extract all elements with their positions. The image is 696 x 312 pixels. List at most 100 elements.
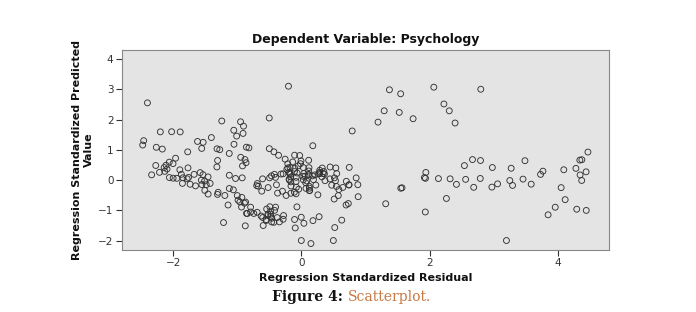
Point bbox=[199, 178, 210, 183]
Point bbox=[253, 184, 264, 189]
Point bbox=[292, 171, 303, 176]
Point bbox=[196, 178, 207, 183]
Point bbox=[164, 175, 175, 180]
Point bbox=[419, 175, 430, 180]
Point bbox=[176, 172, 187, 177]
Point bbox=[433, 176, 444, 181]
Point bbox=[219, 193, 230, 198]
Point bbox=[241, 145, 252, 150]
Point bbox=[292, 163, 303, 168]
Point bbox=[283, 170, 294, 175]
Point bbox=[284, 178, 295, 183]
Point bbox=[168, 176, 179, 181]
Point bbox=[203, 174, 214, 179]
Point bbox=[265, 212, 276, 217]
Point bbox=[351, 175, 362, 180]
Point bbox=[397, 185, 408, 190]
Point bbox=[241, 211, 252, 216]
Point bbox=[146, 172, 157, 177]
Point bbox=[239, 201, 250, 206]
Point bbox=[289, 217, 300, 222]
Point bbox=[252, 181, 263, 186]
Point bbox=[308, 177, 319, 182]
Point bbox=[159, 165, 170, 170]
Point bbox=[324, 164, 335, 169]
Point bbox=[242, 211, 253, 216]
Point bbox=[238, 124, 249, 129]
Point bbox=[492, 181, 503, 186]
Point bbox=[280, 193, 292, 198]
Point bbox=[168, 161, 179, 166]
Point bbox=[298, 171, 309, 176]
Point bbox=[272, 191, 283, 196]
Point bbox=[314, 168, 325, 173]
Point bbox=[475, 176, 486, 181]
Point bbox=[183, 175, 194, 180]
Point bbox=[571, 207, 583, 212]
Point bbox=[296, 215, 307, 220]
Point bbox=[269, 208, 280, 213]
Point bbox=[460, 177, 471, 182]
Y-axis label: Regression Standardized Predicted
Value: Regression Standardized Predicted Value bbox=[72, 40, 94, 260]
Point bbox=[329, 197, 340, 202]
Point bbox=[273, 153, 284, 158]
Point bbox=[444, 108, 455, 113]
Point bbox=[314, 170, 325, 175]
Point bbox=[535, 172, 546, 177]
Point bbox=[298, 177, 309, 182]
Point bbox=[289, 153, 300, 158]
Point bbox=[236, 205, 247, 210]
X-axis label: Regression Standardized Residual: Regression Standardized Residual bbox=[259, 274, 472, 284]
Point bbox=[228, 142, 239, 147]
Point bbox=[307, 143, 318, 148]
Point bbox=[265, 214, 276, 219]
Point bbox=[283, 84, 294, 89]
Point bbox=[199, 188, 210, 193]
Point bbox=[329, 175, 340, 180]
Point bbox=[212, 192, 223, 197]
Point bbox=[237, 163, 248, 168]
Point bbox=[150, 163, 161, 168]
Point bbox=[237, 195, 248, 200]
Point bbox=[344, 165, 355, 170]
Point bbox=[317, 165, 328, 170]
Point bbox=[313, 172, 324, 177]
Point bbox=[231, 134, 242, 139]
Point bbox=[138, 138, 149, 143]
Point bbox=[507, 183, 518, 188]
Point bbox=[560, 197, 571, 202]
Point bbox=[159, 169, 171, 174]
Point bbox=[297, 174, 308, 179]
Point bbox=[420, 170, 432, 175]
Point bbox=[155, 129, 166, 134]
Point bbox=[304, 186, 315, 191]
Point bbox=[174, 167, 185, 172]
Point bbox=[265, 209, 276, 214]
Point bbox=[161, 167, 173, 172]
Point bbox=[296, 238, 307, 243]
Point bbox=[285, 165, 296, 170]
Point bbox=[161, 163, 172, 168]
Point bbox=[558, 167, 569, 172]
Point bbox=[258, 223, 269, 228]
Point bbox=[177, 181, 188, 186]
Point bbox=[306, 241, 317, 246]
Point bbox=[269, 172, 280, 177]
Point bbox=[525, 182, 537, 187]
Point bbox=[271, 215, 283, 220]
Point bbox=[284, 171, 295, 176]
Point bbox=[487, 185, 498, 190]
Point bbox=[341, 179, 352, 184]
Point bbox=[550, 205, 561, 210]
Point bbox=[142, 100, 153, 105]
Point bbox=[195, 170, 206, 175]
Point bbox=[255, 213, 267, 218]
Point bbox=[342, 201, 354, 206]
Point bbox=[212, 164, 223, 169]
Point bbox=[574, 173, 585, 178]
Point bbox=[245, 209, 256, 214]
Point bbox=[319, 178, 331, 183]
Point bbox=[289, 169, 300, 174]
Point bbox=[240, 200, 251, 205]
Point bbox=[300, 180, 311, 185]
